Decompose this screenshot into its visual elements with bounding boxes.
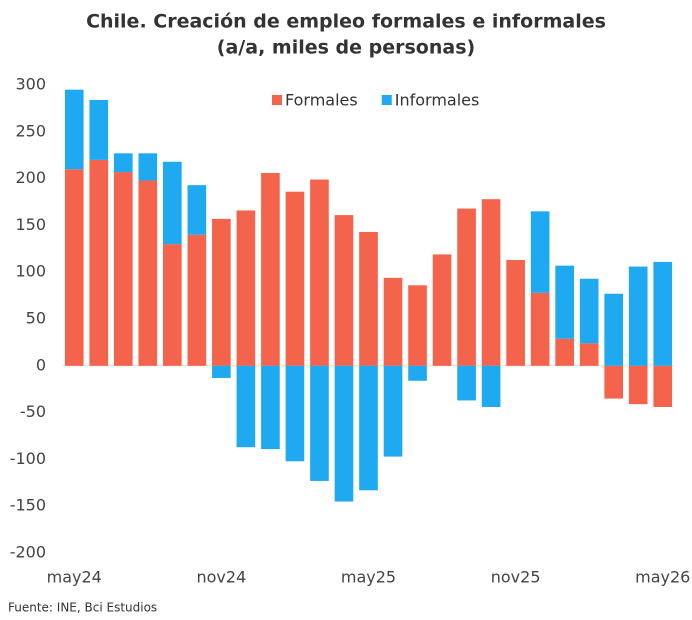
bar	[236, 210, 256, 366]
legend-label: Informales	[395, 91, 480, 110]
bar	[89, 99, 109, 160]
bar	[408, 365, 427, 381]
bar	[285, 191, 305, 366]
bar	[212, 218, 231, 366]
bar	[579, 278, 599, 344]
y-tick-label: 150	[15, 215, 46, 234]
bar	[628, 266, 648, 366]
y-tick-label: 200	[15, 168, 46, 187]
bar	[310, 365, 329, 481]
legend-swatch	[272, 95, 282, 105]
source: Fuente: INE, Bci Estudios	[8, 601, 157, 615]
y-tick-label: -200	[10, 543, 46, 562]
bar	[408, 285, 427, 366]
bar	[383, 365, 403, 457]
bar	[285, 365, 305, 462]
y-tick-label: 100	[15, 262, 46, 281]
bar	[604, 365, 624, 399]
x-tick-label: may24	[47, 568, 102, 587]
y-tick-label: 50	[26, 309, 46, 328]
y-tick-label: 300	[15, 75, 46, 94]
bar	[359, 231, 378, 366]
bar	[457, 365, 476, 401]
bar	[113, 172, 133, 366]
bar	[579, 343, 599, 366]
bar	[628, 365, 648, 405]
bar	[383, 277, 403, 366]
bar	[555, 265, 574, 339]
bar	[432, 254, 452, 366]
y-tick-label: -50	[20, 402, 46, 421]
bar	[334, 365, 354, 502]
bar	[310, 179, 329, 366]
x-tick-label: may25	[341, 568, 396, 587]
y-tick-label: 0	[36, 355, 46, 374]
bar	[261, 172, 280, 366]
bar	[138, 180, 158, 366]
bar	[506, 260, 525, 366]
x-tick-label: nov25	[491, 568, 541, 587]
chart-subtitle: (a/a, miles de personas)	[217, 37, 475, 59]
bar	[555, 338, 574, 366]
bar	[163, 244, 182, 366]
bar	[481, 199, 501, 366]
x-tick-label: may26	[635, 568, 690, 587]
bar	[212, 365, 231, 378]
bar	[481, 365, 501, 407]
y-tick-label: -100	[10, 449, 46, 468]
bar	[64, 169, 84, 366]
bar	[604, 293, 624, 366]
bar	[653, 261, 673, 366]
legend-label: Formales	[285, 91, 358, 110]
bar	[530, 292, 550, 366]
bar	[530, 211, 550, 293]
bar	[163, 161, 182, 245]
x-tick-label: nov24	[196, 568, 246, 587]
legend-swatch	[381, 95, 392, 105]
bar	[359, 365, 378, 491]
bar	[64, 89, 84, 170]
bar	[89, 159, 109, 366]
bar	[113, 153, 133, 173]
bar	[187, 234, 207, 366]
bar	[457, 208, 476, 366]
y-tick-label: -150	[10, 496, 46, 515]
chart-title: Chile. Creación de empleo formales e inf…	[86, 11, 606, 33]
bar	[653, 365, 673, 407]
bar	[138, 153, 158, 181]
bar	[261, 365, 280, 450]
bar	[236, 365, 256, 448]
bar	[187, 185, 207, 235]
bar	[334, 215, 354, 366]
y-tick-label: 250	[15, 121, 46, 140]
